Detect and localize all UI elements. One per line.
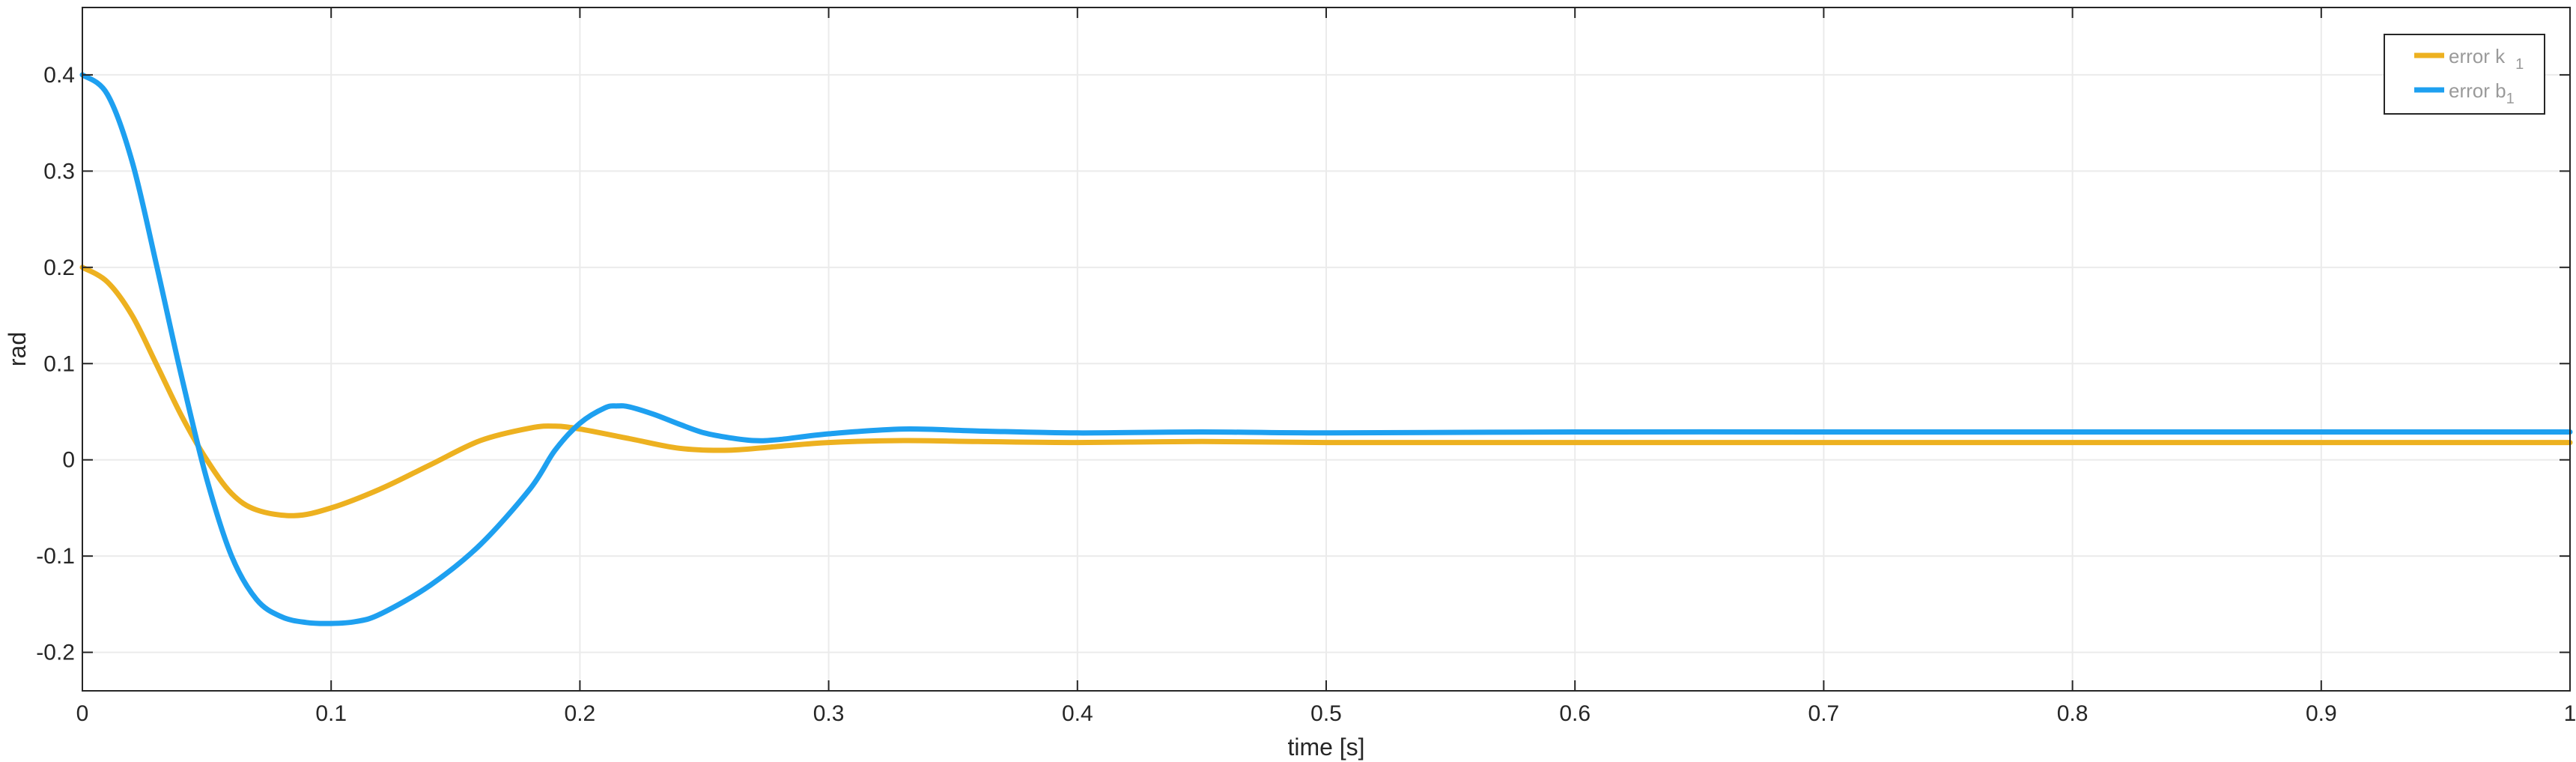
x-tick-label: 0 [76,701,89,726]
x-tick-label: 0.5 [1310,701,1342,726]
legend-label-subscript: 1 [2515,56,2524,73]
series-line-1 [79,264,2573,518]
y-axis: -0.2 -0.1 0 0.1 0.2 0.3 0.4 [36,63,2570,665]
y-tick-label: 0 [62,448,75,473]
x-axis: 0 0.1 0.2 0.3 0.4 0.5 0.6 0.7 0.8 0.9 1 [76,7,2576,726]
series-group [79,72,2573,626]
y-tick-label: 0.4 [43,63,75,88]
y-tick-label: 0.3 [43,159,75,184]
x-tick-label: 0.4 [1062,701,1093,726]
legend-label-subscript: 1 [2506,91,2515,107]
legend-box [2384,34,2545,115]
x-tick-label: 0.7 [1808,701,1840,726]
y-tick-label: -0.1 [36,544,75,569]
y-tick-label: 0.1 [43,351,75,376]
x-tick-label: 0.1 [315,701,347,726]
x-tick-label: 0.6 [1559,701,1591,726]
x-tick-label: 1 [2564,701,2576,726]
y-axis-label: rad [4,332,31,366]
x-tick-label: 0.8 [2057,701,2089,726]
series-line-2 [79,72,2573,626]
x-tick-label: 0.3 [813,701,845,726]
y-tick-label: 0.2 [43,255,75,280]
grid [82,7,2571,691]
x-tick-label: 0.9 [2306,701,2337,726]
x-axis-label: time [s] [1287,734,1364,761]
y-tick-label: -0.2 [36,641,75,665]
x-tick-label: 0.2 [565,701,596,726]
